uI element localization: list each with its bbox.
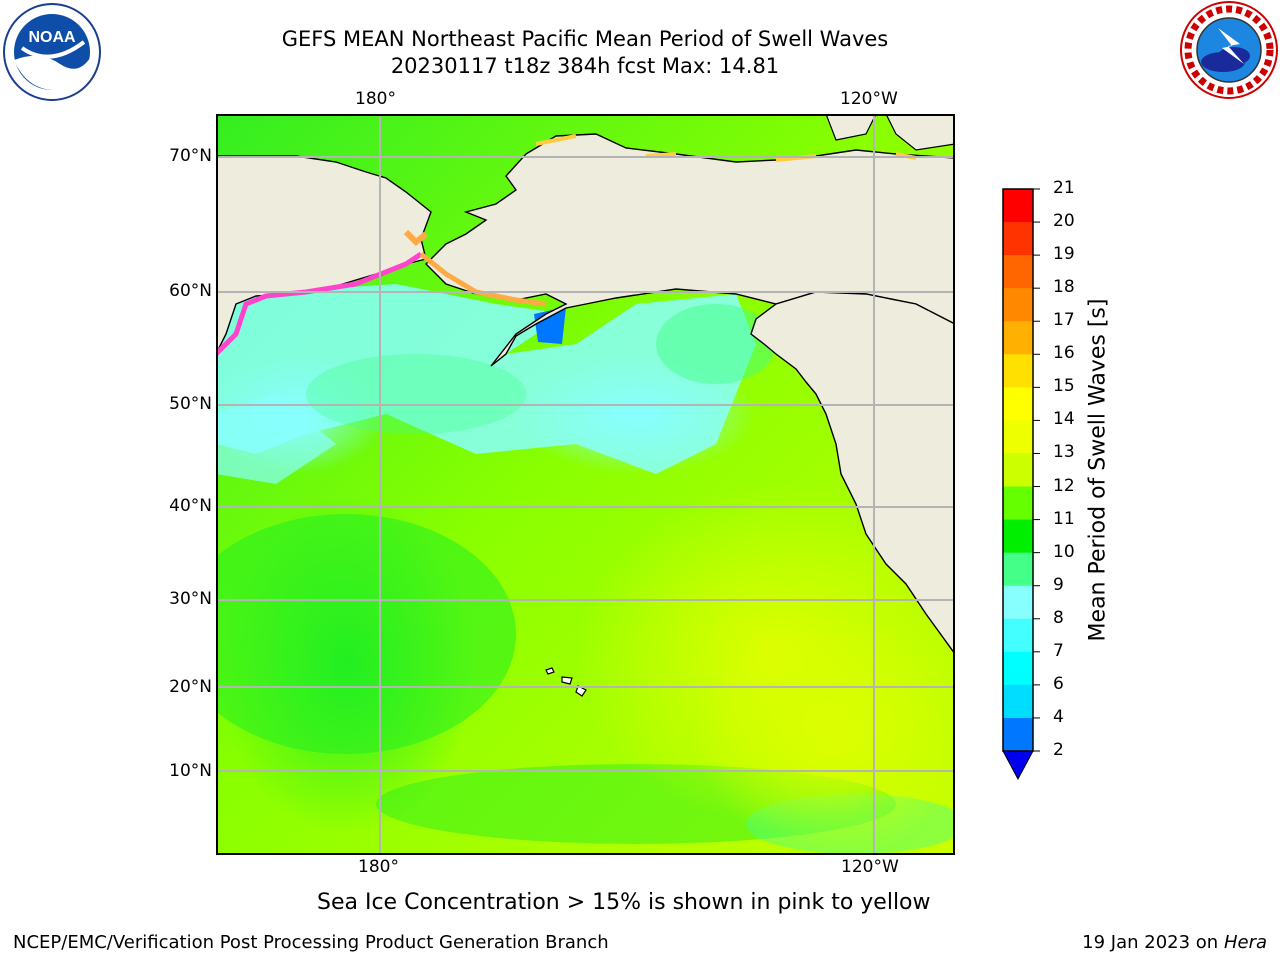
colorbar-swatch xyxy=(1003,288,1033,322)
colorbar-swatch xyxy=(1003,354,1033,388)
colorbar-tick-label: 20 xyxy=(1053,211,1075,232)
hawaii-islands xyxy=(545,667,555,675)
land-north-america xyxy=(750,291,956,657)
sea-ice-note: Sea Ice Concentration > 15% is shown in … xyxy=(317,890,931,915)
lon-label-top-180: 180° xyxy=(355,89,396,109)
lat-label-50n: 50°N xyxy=(169,394,212,414)
colorbar-swatches xyxy=(1002,188,1040,781)
colorbar-axis-label: Mean Period of Swell Waves [s] xyxy=(1085,298,1111,642)
colorbar-tick-label: 8 xyxy=(1053,607,1064,628)
map-canvas xyxy=(176,113,976,855)
colorbar-swatch xyxy=(1003,585,1033,620)
colorbar-tick-label: 2 xyxy=(1053,740,1064,760)
colorbar-tick-label: 14 xyxy=(1053,409,1075,430)
land-siberia xyxy=(215,155,432,355)
colorbar-swatch xyxy=(1003,618,1033,653)
colorbar-swatch xyxy=(1003,420,1033,454)
lat-label-70n: 70°N xyxy=(169,146,212,166)
colorbar-swatch xyxy=(1003,387,1033,421)
footer-left: NCEP/EMC/Verification Post Processing Pr… xyxy=(13,932,609,953)
colorbar-tick-label: 9 xyxy=(1053,574,1064,595)
svg-text:NOAA: NOAA xyxy=(28,29,76,46)
lat-label-20n: 20°N xyxy=(169,677,212,697)
colorbar-swatch xyxy=(1003,222,1033,256)
colorbar xyxy=(1000,186,1050,786)
colorbar-tick-label: 4 xyxy=(1053,706,1064,727)
lat-label-40n: 40°N xyxy=(169,496,212,516)
colorbar-tick-label: 18 xyxy=(1053,277,1075,298)
graticule xyxy=(216,114,955,855)
lon-label-bottom-120w: 120°W xyxy=(841,857,899,877)
colorbar-swatch xyxy=(1003,651,1033,686)
colorbar-swatch xyxy=(1003,717,1033,752)
lat-label-30n: 30°N xyxy=(169,589,212,609)
lon-label-bottom-180: 180° xyxy=(358,857,399,877)
footer-machine: Hera xyxy=(1223,932,1267,953)
noaa-logo: NOAA xyxy=(0,2,104,102)
colorbar-tick-label: 10 xyxy=(1053,541,1075,562)
colorbar-swatch xyxy=(1003,552,1033,587)
colorbar-tick-label: 12 xyxy=(1053,475,1075,496)
lat-label-10n: 10°N xyxy=(169,761,212,781)
nws-logo xyxy=(1178,0,1280,100)
colorbar-tick-label: 16 xyxy=(1053,343,1075,364)
footer-right: 19 Jan 2023 on Hera xyxy=(1082,932,1267,953)
chart-subtitle: 20230117 t18z 384h fcst Max: 14.81 xyxy=(390,54,780,78)
colorbar-tick-label: 15 xyxy=(1053,376,1075,397)
chart-title: GEFS MEAN Northeast Pacific Mean Period … xyxy=(281,27,889,51)
colorbar-tick-label: 13 xyxy=(1053,442,1075,463)
lat-label-60n: 60°N xyxy=(169,281,212,301)
colorbar-tick-label: 21 xyxy=(1053,178,1075,198)
colorbar-swatch xyxy=(1003,684,1033,719)
colorbar-swatch xyxy=(1003,519,1033,554)
colorbar-tick-label: 17 xyxy=(1053,310,1075,331)
colorbar-tick-label: 7 xyxy=(1053,640,1064,661)
colorbar-tick-label: 6 xyxy=(1053,673,1064,694)
colorbar-swatch xyxy=(1003,255,1033,289)
colorbar-swatch xyxy=(1003,453,1033,488)
map-panel xyxy=(176,113,976,855)
colorbar-extend-arrow xyxy=(1002,750,1034,781)
colorbar-swatch xyxy=(1003,321,1033,355)
lon-label-top-120w: 120°W xyxy=(840,89,898,109)
colorbar-tick-label: 19 xyxy=(1053,244,1075,265)
colorbar-tick-label: 11 xyxy=(1053,508,1075,529)
colorbar-swatch xyxy=(1003,189,1033,223)
colorbar-swatch xyxy=(1003,486,1033,521)
footer-date: 19 Jan 2023 on xyxy=(1082,932,1224,953)
